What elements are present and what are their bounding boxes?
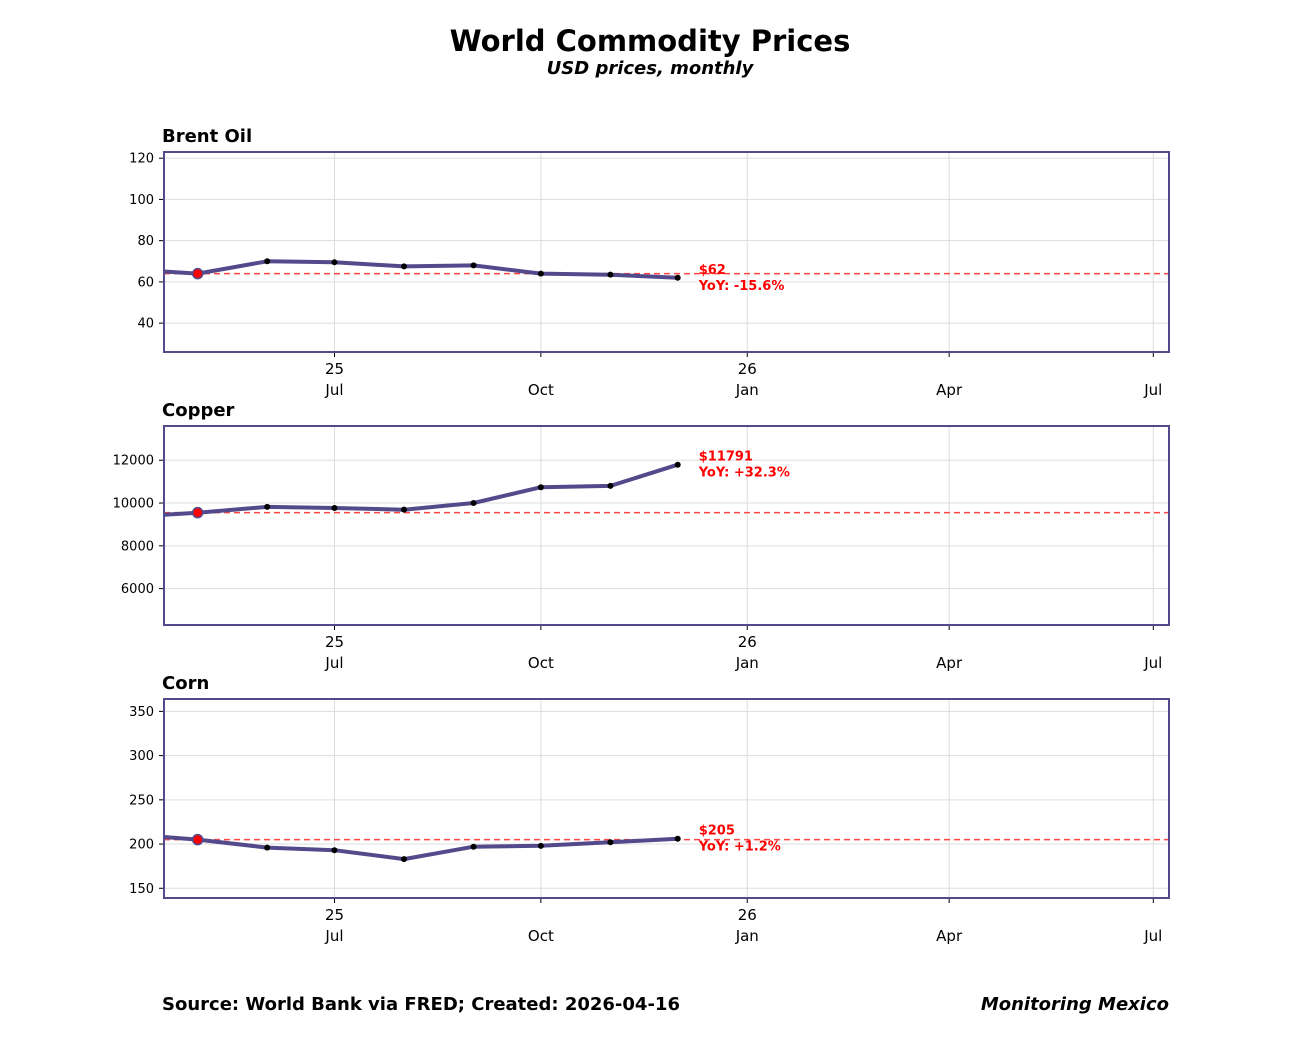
panel-1-annotation-price: $62 xyxy=(699,263,726,278)
panel-3-data-point xyxy=(331,847,338,854)
panel-3-data-point xyxy=(607,839,614,846)
panel-1-xtick-label: Jul xyxy=(324,381,343,399)
panel-1-ytick-label: 60 xyxy=(137,275,154,290)
panel-1-data-point xyxy=(537,270,544,277)
panel-1-frame xyxy=(163,151,1170,353)
panel-1-data-point xyxy=(674,274,681,281)
panel-3-annotation-price: $205 xyxy=(699,824,735,839)
panel-2-highlight-point xyxy=(191,506,204,519)
panel-2-xtick-label: Jul xyxy=(1143,654,1162,672)
panel-3-data-point xyxy=(537,842,544,849)
panel-2-data-point xyxy=(470,500,477,507)
panel-1-data-point xyxy=(470,262,477,269)
panel-2-ytick-label: 8000 xyxy=(121,539,154,554)
panel-3-xtick-year: 26 xyxy=(738,906,757,924)
panel-1-xtick-label: Oct xyxy=(528,381,554,399)
source-note: Source: World Bank via FRED; Created: 20… xyxy=(162,994,680,1015)
panel-1-data-point xyxy=(607,271,614,278)
panel-3-ytick-label: 300 xyxy=(129,749,154,764)
panel-2-data-point xyxy=(264,503,271,510)
chart-subtitle: USD prices, monthly xyxy=(546,58,754,79)
panel-3-xtick-label: Jul xyxy=(324,927,343,945)
panel-1-xtick-label: Jul xyxy=(1143,381,1162,399)
panel-3-title: Corn xyxy=(162,673,209,694)
panel-1-annotation-yoy: YoY: -15.6% xyxy=(698,279,785,294)
panel-1-highlight-point xyxy=(191,267,204,280)
panel-3-ytick-label: 350 xyxy=(129,705,154,720)
panel-3-ytick-label: 150 xyxy=(129,882,154,897)
panel-1-xtick-year: 25 xyxy=(325,360,344,378)
panel-1-ytick-label: 80 xyxy=(137,234,154,249)
panel-2-ytick-label: 10000 xyxy=(113,497,154,512)
panel-3-xtick-label: Apr xyxy=(936,927,963,945)
panel-1-data-point xyxy=(264,258,271,265)
panel-3-ytick-label: 200 xyxy=(129,838,154,853)
panel-2-annotation-price: $11791 xyxy=(699,450,753,465)
panel-2-xtick-label: Jul xyxy=(324,654,343,672)
panel-3-xtick-label: Jul xyxy=(1143,927,1162,945)
panel-2-xtick-label: Jan xyxy=(735,654,759,672)
panel-1-data-point xyxy=(401,263,408,270)
panel-2-ytick-label: 12000 xyxy=(113,454,154,469)
panel-1-xtick-label: Jan xyxy=(735,381,759,399)
panel-3-xtick-year: 25 xyxy=(325,906,344,924)
panel-2-data-point xyxy=(674,461,681,468)
panel-2-data-point xyxy=(331,504,338,511)
panel-3-data-point xyxy=(264,844,271,851)
panel-2-data-point xyxy=(401,506,408,513)
panel-2-xtick-year: 26 xyxy=(738,633,757,651)
panel-1-ytick-label: 120 xyxy=(129,152,154,167)
chart-title: World Commodity Prices xyxy=(449,24,851,58)
panel-1-xtick-year: 26 xyxy=(738,360,757,378)
panel-2-ytick-label: 6000 xyxy=(121,582,154,597)
panel-2-data-point xyxy=(607,482,614,489)
panel-1-ytick-label: 40 xyxy=(137,317,154,332)
panel-3-data-point xyxy=(674,835,681,842)
panel-2-annotation-yoy: YoY: +32.3% xyxy=(698,466,790,481)
panel-3-xtick-label: Jan xyxy=(735,927,759,945)
panel-2-xtick-year: 25 xyxy=(325,633,344,651)
panel-1-ytick-label: 100 xyxy=(129,193,154,208)
panel-2-xtick-label: Oct xyxy=(528,654,554,672)
panel-3-highlight-point xyxy=(191,833,204,846)
panel-3-xtick-label: Oct xyxy=(528,927,554,945)
panel-2-data-point xyxy=(537,484,544,491)
panel-1-xtick-label: Apr xyxy=(936,381,963,399)
panel-3-annotation-yoy: YoY: +1.2% xyxy=(698,840,781,855)
panel-2-frame xyxy=(163,425,1170,626)
panel-2-title: Copper xyxy=(162,400,235,421)
panel-3-data-point xyxy=(401,856,408,863)
panel-2-xtick-label: Apr xyxy=(936,654,963,672)
panel-3-data-point xyxy=(470,843,477,850)
brand-label: Monitoring Mexico xyxy=(980,994,1169,1015)
panel-1-title: Brent Oil xyxy=(162,126,252,147)
panel-1-data-point xyxy=(331,259,338,266)
panel-3-ytick-label: 250 xyxy=(129,793,154,808)
panel-3-frame xyxy=(163,698,1170,899)
panel-3-series-line xyxy=(164,834,678,862)
